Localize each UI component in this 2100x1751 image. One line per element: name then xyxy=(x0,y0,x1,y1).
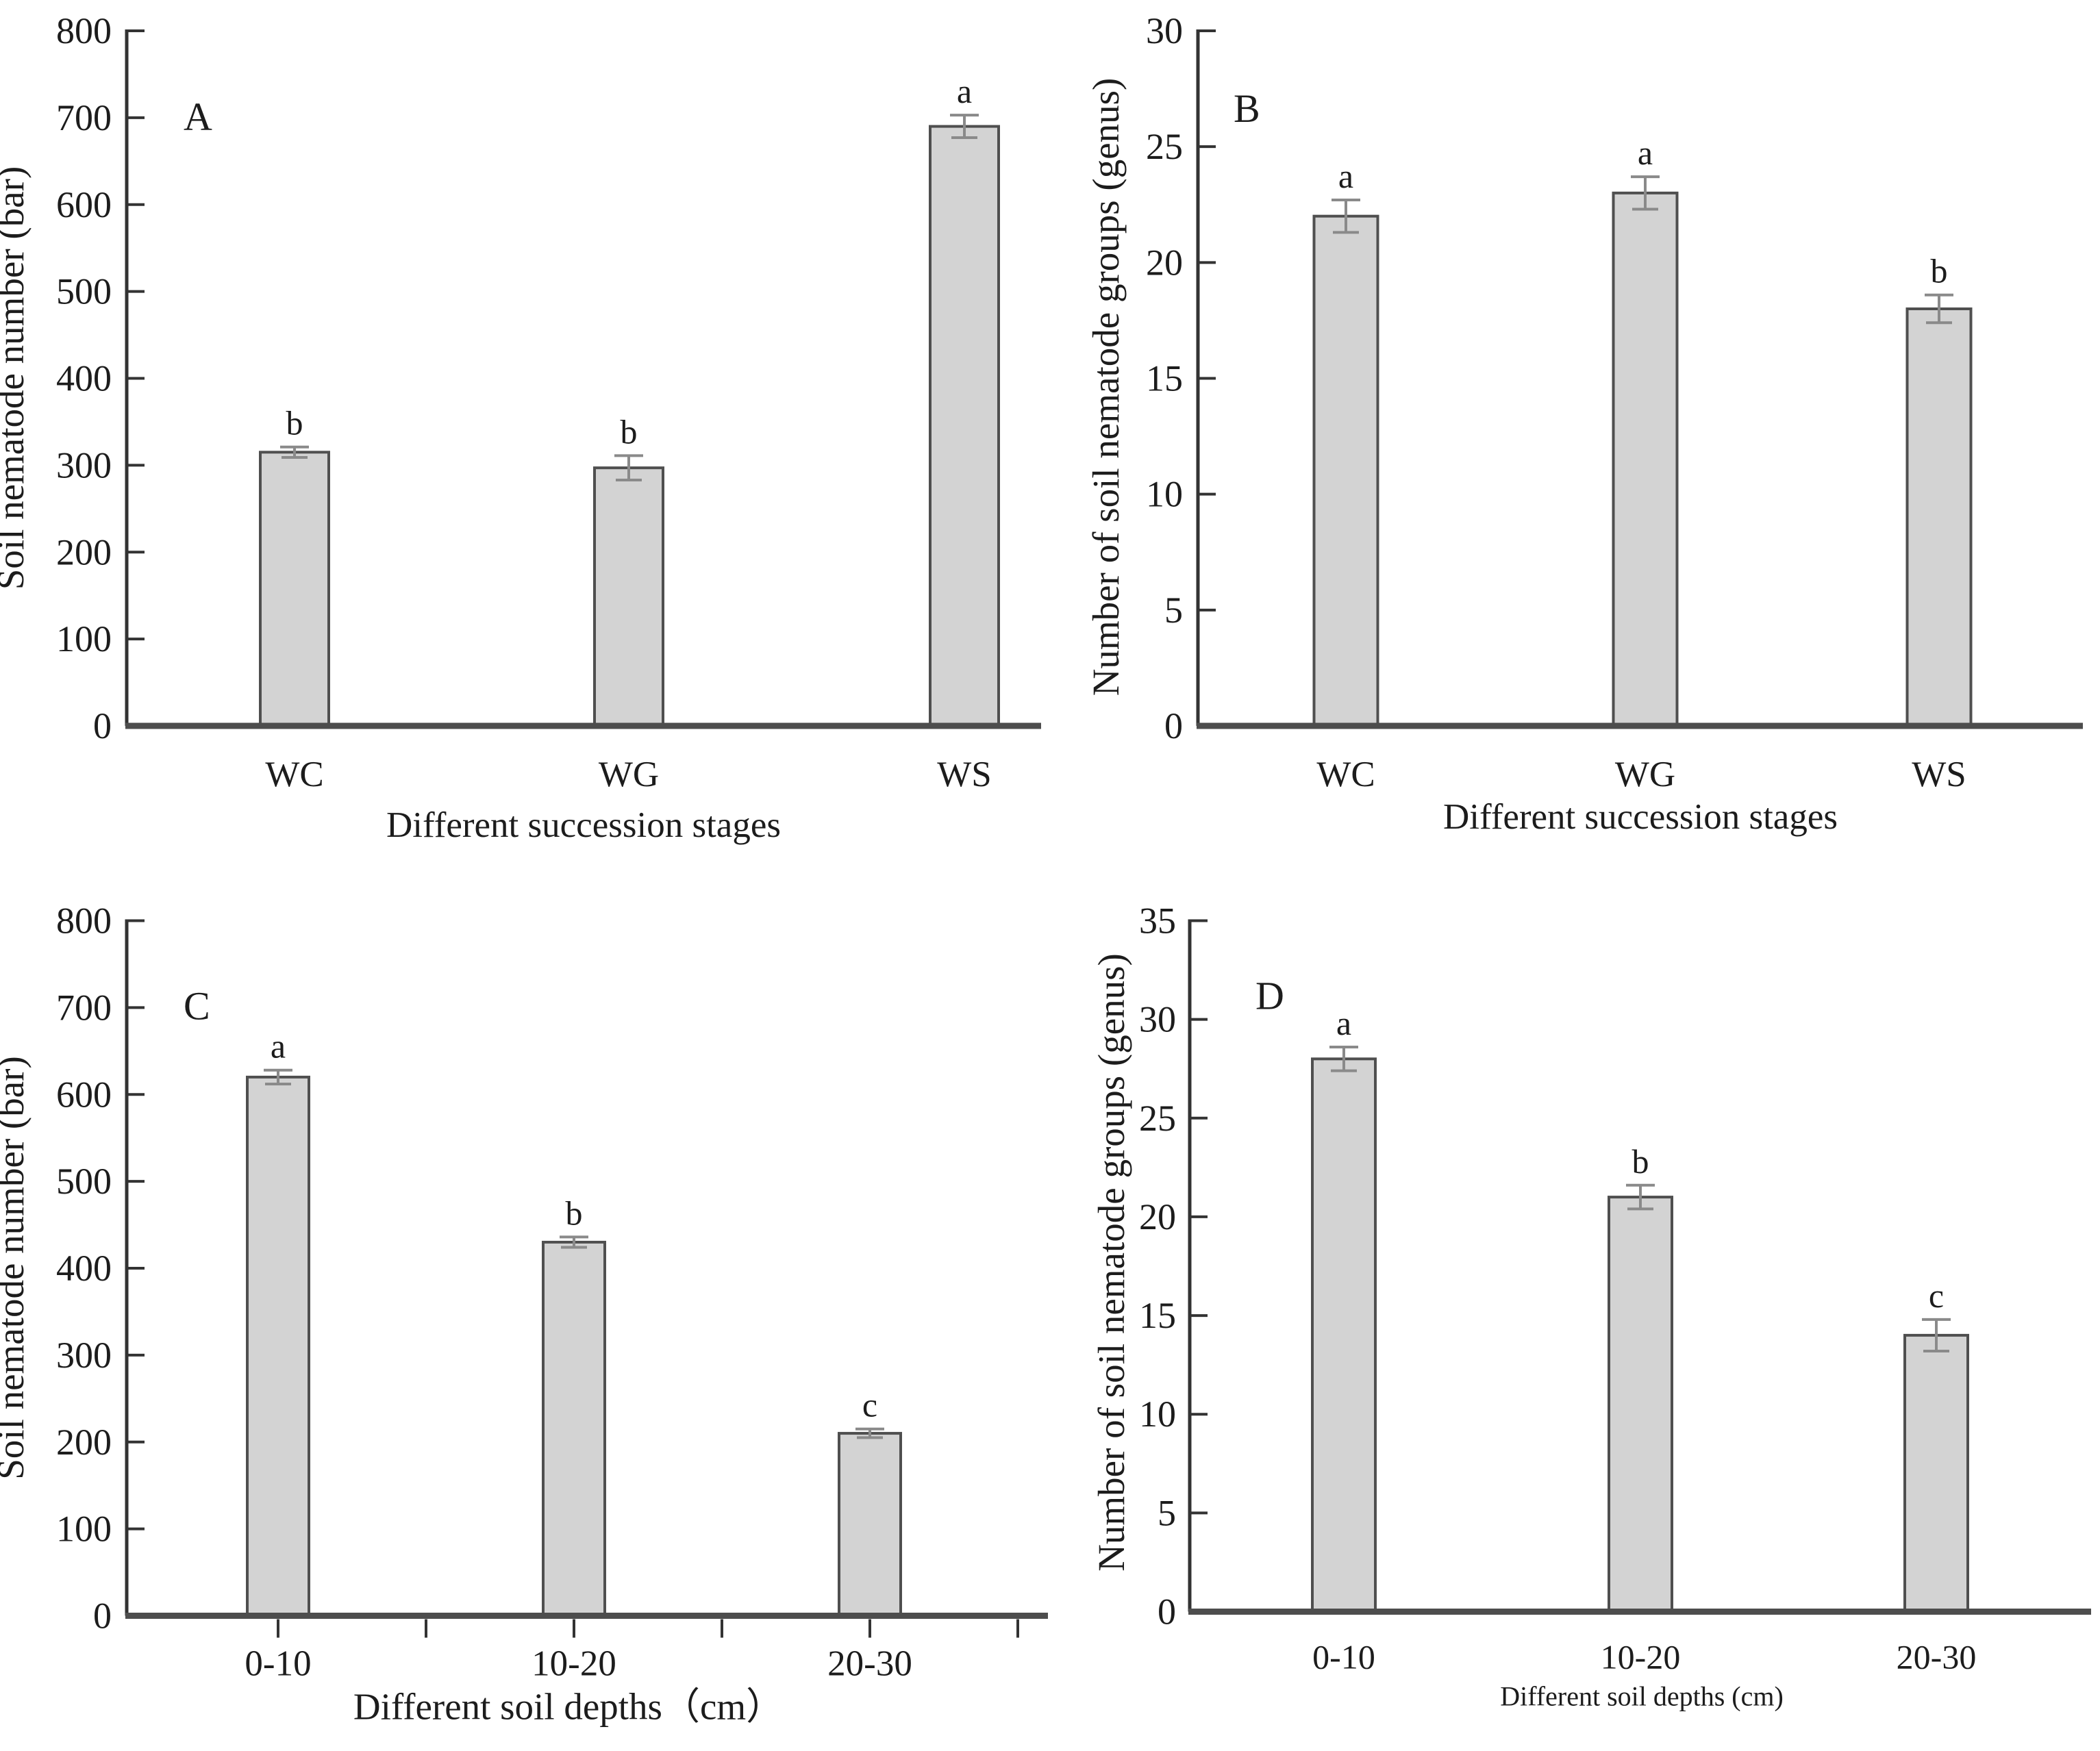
y-tick-label-a-100: 100 xyxy=(56,618,112,659)
y-tick-label-b-30: 30 xyxy=(1146,10,1183,51)
y-tick-label-a-0: 0 xyxy=(93,705,112,746)
panel-b: 0 5 10 15 20 25 30 a WC a WG b WS Different successio… xyxy=(1050,0,2100,875)
x-category-label-a-WC: WC xyxy=(265,755,323,794)
y-tick-label-d-30: 30 xyxy=(1139,999,1176,1040)
x-category-label-b-WS: WS xyxy=(1912,755,1966,794)
bar-c-20-30 xyxy=(838,1432,902,1617)
bar-d-20-30 xyxy=(1903,1333,1969,1613)
panel-letter-b: B xyxy=(1234,86,1260,131)
y-tick-label-b-15: 15 xyxy=(1146,358,1183,399)
y-tick-label-d-25: 25 xyxy=(1139,1098,1176,1139)
y-tick-label-c-800: 800 xyxy=(56,900,112,942)
sig-letter-d-10-20: b xyxy=(1632,1142,1649,1181)
x-category-label-c-0-10: 0-10 xyxy=(245,1644,311,1684)
sig-letter-b-WG: a xyxy=(1638,134,1653,172)
y-tick-label-c-0: 0 xyxy=(93,1596,112,1637)
y-tick-label-b-0: 0 xyxy=(1164,705,1183,746)
sig-letter-a-WG: b xyxy=(621,412,638,451)
bar-a-WS xyxy=(929,125,1000,727)
x-category-label-d-20-30: 20-30 xyxy=(1897,1638,1977,1676)
bar-a-WG xyxy=(593,466,664,728)
x-axis-label-a: Different succession stages xyxy=(386,805,781,845)
y-axis-label-c: Soil nematode number (bar) xyxy=(0,1056,32,1480)
panel-letter-c: C xyxy=(184,984,210,1029)
y-tick-label-b-20: 20 xyxy=(1146,242,1183,283)
y-tick-label-c-400: 400 xyxy=(56,1248,112,1289)
bar-b-WS xyxy=(1905,307,1973,727)
sig-letter-c-0-10: a xyxy=(271,1027,286,1066)
y-tick-label-c-700: 700 xyxy=(56,987,112,1028)
sig-letter-a-WS: a xyxy=(957,72,972,110)
y-tick-label-a-700: 700 xyxy=(56,97,112,138)
x-category-label-a-WS: WS xyxy=(937,755,992,794)
x-axis-label-d: Different soil depths (cm) xyxy=(1500,1681,1784,1712)
y-tick-label-c-500: 500 xyxy=(56,1161,112,1202)
y-tick-label-a-500: 500 xyxy=(56,271,112,312)
panel-letter-a: A xyxy=(184,95,212,139)
y-tick-label-a-200: 200 xyxy=(56,531,112,572)
sig-letter-b-WC: a xyxy=(1338,157,1353,195)
x-category-label-d-0-10: 0-10 xyxy=(1312,1638,1375,1676)
bar-c-0-10 xyxy=(246,1075,310,1617)
panel-c: 0 100 200 300 400 500 600 700 800 a 0-10 b 10-20 c 20-… xyxy=(0,875,1050,1751)
y-axis-label-a: Soil nematode number (bar) xyxy=(0,166,32,590)
y-tick-label-b-10: 10 xyxy=(1146,474,1183,515)
y-tick-label-d-35: 35 xyxy=(1139,900,1176,942)
y-tick-label-a-300: 300 xyxy=(56,444,112,486)
bar-d-0-10 xyxy=(1311,1057,1377,1613)
x-category-label-c-10-20: 10-20 xyxy=(532,1644,616,1684)
sig-letter-c-10-20: b xyxy=(566,1194,583,1232)
sig-letter-d-0-10: a xyxy=(1336,1004,1351,1042)
x-category-label-d-10-20: 10-20 xyxy=(1601,1638,1681,1676)
y-axis-label-b: Number of soil nematode groups (genus) xyxy=(1085,78,1127,696)
y-axis-label-d: Number of soil nematode groups (genus) xyxy=(1090,953,1132,1572)
x-axis-label-b: Different succession stages xyxy=(1443,797,1838,837)
y-tick-label-d-0: 0 xyxy=(1158,1591,1176,1633)
y-tick-label-d-5: 5 xyxy=(1158,1492,1176,1533)
x-category-label-c-20-30: 20-30 xyxy=(827,1644,912,1684)
y-tick-label-a-600: 600 xyxy=(56,184,112,225)
panel-a: 0 100 200 300 400 500 600 700 800 b WC b WG a WS Differ… xyxy=(0,0,1050,875)
y-tick-label-c-600: 600 xyxy=(56,1074,112,1115)
y-tick-label-c-300: 300 xyxy=(56,1335,112,1376)
panel-d-chart: 0 5 10 15 20 25 30 35 a 0-10 b 10-20 c 20-30 Different… xyxy=(1090,900,2091,1712)
sig-letter-b-WS: b xyxy=(1931,252,1948,290)
panel-c-chart: 0 100 200 300 400 500 600 700 800 a 0-10 b 10-20 c 20-… xyxy=(0,900,1048,1728)
sig-letter-d-20-30: c xyxy=(1929,1276,1944,1315)
bar-c-10-20 xyxy=(542,1240,606,1617)
panel-a-chart: 0 100 200 300 400 500 600 700 800 b WC b WG a WS Differ… xyxy=(0,10,1041,845)
bar-b-WC xyxy=(1312,214,1379,727)
panel-d: 0 5 10 15 20 25 30 35 a 0-10 b 10-20 c 20-30 Different… xyxy=(1050,875,2100,1751)
x-category-label-b-WC: WC xyxy=(1316,755,1375,794)
y-tick-label-a-800: 800 xyxy=(56,10,112,51)
panel-letter-d: D xyxy=(1255,974,1284,1018)
sig-letter-c-20-30: c xyxy=(862,1386,877,1424)
bar-a-WC xyxy=(259,451,330,727)
y-tick-label-a-400: 400 xyxy=(56,358,112,399)
y-tick-label-d-10: 10 xyxy=(1139,1394,1176,1435)
x-category-label-a-WG: WG xyxy=(599,755,659,794)
panel-b-chart: 0 5 10 15 20 25 30 a WC a WG b WS Different successio… xyxy=(1085,10,2083,837)
x-axis-label-c: Different soil depths（cm） xyxy=(353,1686,784,1728)
y-tick-label-d-15: 15 xyxy=(1139,1295,1176,1336)
y-tick-label-c-100: 100 xyxy=(56,1509,112,1550)
sig-letter-a-WC: b xyxy=(286,404,303,442)
x-category-label-b-WG: WG xyxy=(1615,755,1675,794)
y-tick-label-b-5: 5 xyxy=(1164,590,1183,631)
bar-b-WG xyxy=(1612,191,1679,728)
y-tick-label-d-20: 20 xyxy=(1139,1196,1176,1237)
y-tick-label-b-25: 25 xyxy=(1146,126,1183,167)
y-tick-label-c-200: 200 xyxy=(56,1422,112,1463)
bar-d-10-20 xyxy=(1608,1196,1673,1613)
